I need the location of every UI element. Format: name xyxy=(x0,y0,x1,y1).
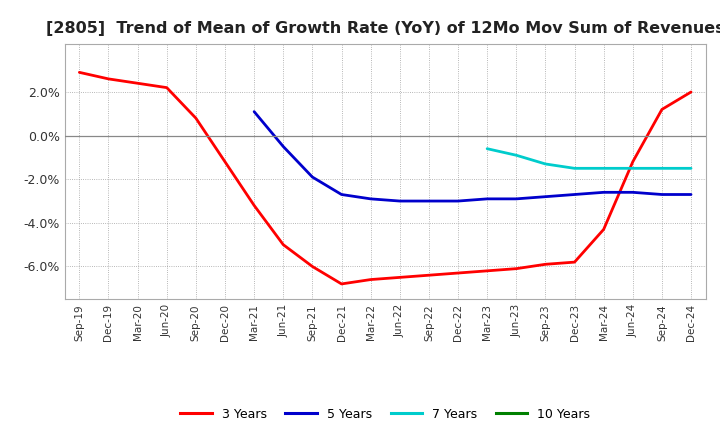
Title: [2805]  Trend of Mean of Growth Rate (YoY) of 12Mo Mov Sum of Revenues: [2805] Trend of Mean of Growth Rate (YoY… xyxy=(46,21,720,36)
Legend: 3 Years, 5 Years, 7 Years, 10 Years: 3 Years, 5 Years, 7 Years, 10 Years xyxy=(176,403,595,425)
